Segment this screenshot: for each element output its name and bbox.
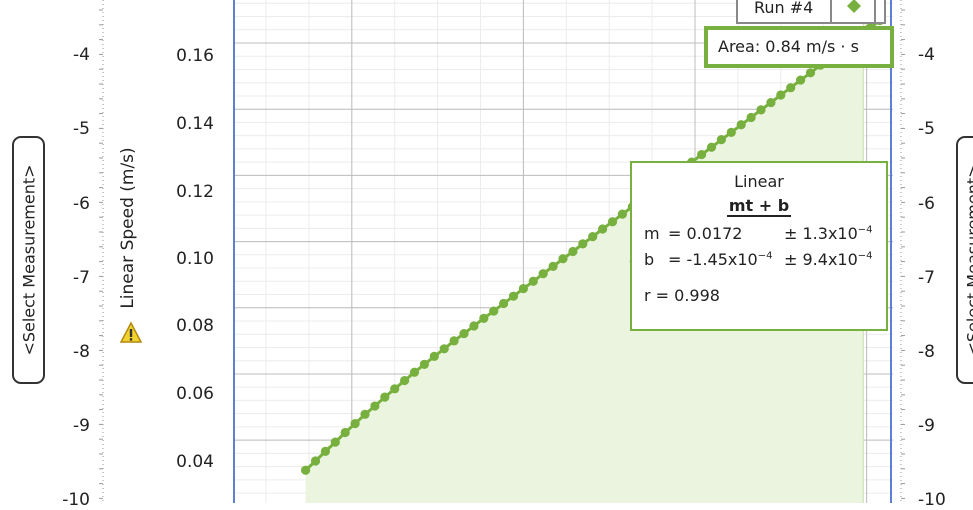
data-point (311, 456, 320, 465)
right-axis-tick: -4 (918, 45, 958, 65)
data-point (618, 210, 627, 219)
fit-m-error: ± 1.3x10−4 (784, 224, 873, 243)
left-axis-tick: -8 (62, 342, 90, 362)
run-label: Run #4 (754, 0, 813, 17)
data-point (558, 254, 567, 263)
warning-icon[interactable] (119, 321, 143, 345)
data-point (301, 466, 310, 475)
data-point (351, 419, 360, 428)
data-point (410, 368, 419, 377)
data-point (707, 143, 716, 152)
fit-m-label: m (644, 224, 660, 243)
left-axis-ruler (92, 0, 106, 503)
data-point (400, 376, 409, 385)
left-axis-tick: -9 (62, 416, 90, 436)
fit-equation: mt + b (727, 196, 791, 217)
data-point (568, 247, 577, 256)
right-axis-tick: -10 (918, 490, 958, 510)
left-axis-tick: -4 (62, 45, 90, 65)
data-point (608, 217, 617, 226)
data-point (727, 128, 736, 137)
y-tick-label: 0.06 (160, 384, 214, 404)
data-point (796, 75, 805, 84)
right-axis-tick: -7 (918, 268, 958, 288)
right-axis-tick: -8 (918, 342, 958, 362)
data-point (717, 135, 726, 144)
right-select-measurement-label: <Select Measurement> (964, 164, 973, 355)
data-point (499, 299, 508, 308)
data-point (321, 447, 330, 456)
y-tick-label: 0.04 (160, 452, 214, 472)
left-select-measurement-button[interactable]: <Select Measurement> (12, 136, 45, 384)
fit-m-row: m = 0.0172 ± 1.3x10−4 (644, 224, 660, 243)
data-point (450, 336, 459, 345)
data-point (370, 401, 379, 410)
fit-title: Linear (632, 172, 886, 191)
data-point (479, 314, 488, 323)
fit-m-value: = 0.0172 (668, 224, 742, 243)
data-point (539, 269, 548, 278)
data-point (331, 438, 340, 447)
right-axis-tick: -6 (918, 194, 958, 214)
y-axis-label: Linear Speed (m/s) (118, 147, 138, 308)
data-point (380, 393, 389, 402)
legend-divider (830, 0, 832, 24)
fit-r-value: r = 0.998 (644, 286, 720, 305)
area-annotation[interactable]: Area: 0.84 m/s · s (704, 26, 894, 68)
data-point (598, 224, 607, 233)
right-axis-tick: -9 (918, 416, 958, 436)
data-point (459, 329, 468, 338)
data-point (529, 277, 538, 286)
fit-b-value: = -1.45x10−4 (668, 250, 772, 269)
data-point (489, 306, 498, 315)
data-point (519, 284, 528, 293)
data-point (549, 262, 558, 271)
run-legend[interactable]: Run #4 (736, 0, 886, 24)
data-point (440, 344, 449, 353)
left-select-measurement-label: <Select Measurement> (19, 164, 38, 355)
fit-b-label: b (644, 250, 654, 269)
legend-divider (874, 0, 876, 24)
y-tick-label: 0.16 (160, 46, 214, 66)
data-point (341, 428, 350, 437)
right-axis-tick: -5 (918, 119, 958, 139)
diamond-marker-icon (845, 0, 863, 15)
fit-b-error: ± 9.4x10−4 (784, 250, 873, 269)
left-axis-tick: -6 (62, 194, 90, 214)
left-axis-tick: -7 (62, 268, 90, 288)
data-point (509, 292, 518, 301)
right-axis-ruler (898, 0, 912, 503)
data-point (588, 232, 597, 241)
area-text: Area: 0.84 m/s · s (718, 37, 859, 56)
data-point (766, 98, 775, 107)
y-tick-label: 0.14 (160, 114, 214, 134)
data-point (806, 68, 815, 77)
data-point (776, 90, 785, 99)
data-point (420, 360, 429, 369)
fit-equation-wrap: mt + b (632, 196, 886, 215)
left-axis-tick: -5 (62, 119, 90, 139)
data-point (360, 410, 369, 419)
right-select-measurement-button[interactable]: <Select Measurement> (956, 136, 973, 384)
data-point (737, 120, 746, 129)
linear-fit-annotation[interactable]: Linear mt + b m = 0.0172 ± 1.3x10−4 b = … (630, 161, 888, 331)
fit-b-row: b = -1.45x10−4 ± 9.4x10−4 (644, 250, 654, 269)
y-tick-label: 0.10 (160, 249, 214, 269)
y-tick-label: 0.08 (160, 316, 214, 336)
left-axis-tick: -10 (62, 490, 90, 510)
data-point (697, 150, 706, 159)
y-tick-label: 0.12 (160, 182, 214, 202)
data-point (390, 384, 399, 393)
data-point (756, 105, 765, 114)
data-point (786, 83, 795, 92)
data-point (430, 352, 439, 361)
data-point (747, 113, 756, 122)
data-point (578, 239, 587, 248)
data-point (469, 321, 478, 330)
